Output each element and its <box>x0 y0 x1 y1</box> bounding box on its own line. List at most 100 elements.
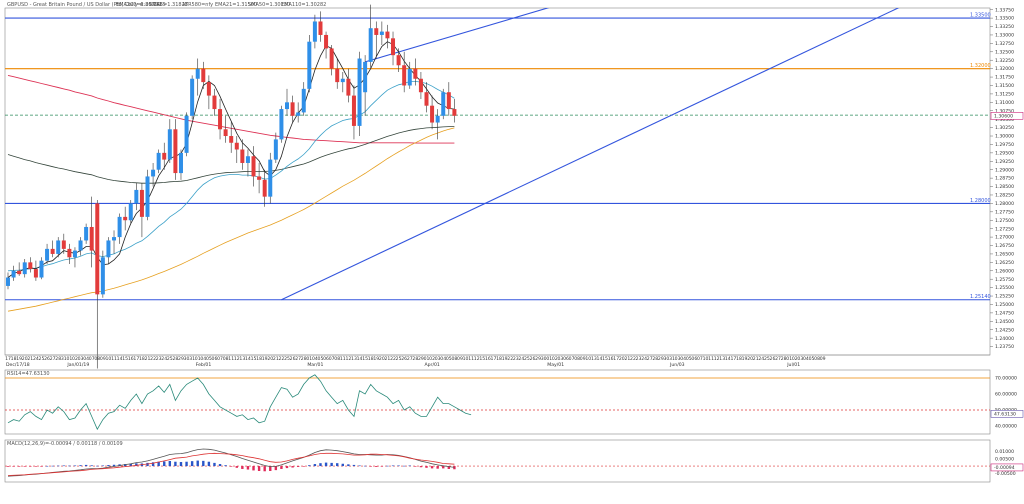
date-tick-label: 23 <box>636 356 642 362</box>
macd-histogram-bar-positive <box>190 461 194 467</box>
horizontal-level-label: 1.28000 <box>970 198 991 204</box>
date-tick-label: 10 <box>463 356 469 362</box>
macd-histogram-bar-positive <box>386 465 389 467</box>
date-tick-label: 29 <box>658 356 664 362</box>
price-y-tick-label: 1.31750 <box>995 75 1014 81</box>
candle-bear <box>201 68 206 83</box>
date-tick-label: 20 <box>379 356 385 362</box>
date-tick-label: 18 <box>256 356 262 362</box>
macd-histogram-bar-positive <box>397 465 400 467</box>
date-tick-label: 01 <box>424 356 430 362</box>
price-y-tick-label: 1.32250 <box>995 58 1014 64</box>
date-tick-label: 15 <box>122 356 128 362</box>
horizontal-level-label: 1.32000 <box>970 63 991 69</box>
price-y-tick-label: 1.26250 <box>995 260 1014 266</box>
date-tick-label: 02 <box>72 356 78 362</box>
date-tick-label: 25 <box>764 356 770 362</box>
macd-histogram-bar-positive <box>79 465 82 467</box>
date-tick-label: 16 <box>485 356 491 362</box>
macd-pane-title: MACD(12,26,9)=-0.00094 / 0.00118 / 0.001… <box>7 441 123 447</box>
candle-bear <box>162 152 167 160</box>
macd-histogram-bar-negative <box>369 466 372 467</box>
macd-histogram-bar-positive <box>324 462 328 467</box>
date-tick-label: 07 <box>89 356 95 362</box>
candle-bull <box>296 112 301 116</box>
rsi-pane[interactable]: RSI14=47.6313070.0000060.0000050.0000040… <box>4 369 1024 435</box>
month-label: Jun/03 <box>669 362 685 368</box>
date-tick-label: 02 <box>792 356 798 362</box>
date-tick-label: 22 <box>630 356 636 362</box>
price-y-tick-label: 1.27000 <box>995 235 1014 241</box>
date-tick-label: 06 <box>563 356 569 362</box>
date-tick-label: 18 <box>496 356 502 362</box>
macd-histogram-bar-negative <box>430 466 434 469</box>
price-y-tick-label: 1.30500 <box>995 117 1014 123</box>
candle-bull <box>307 41 312 89</box>
price-y-tick-label: 1.33750 <box>995 7 1014 13</box>
macd-histogram-bar-negative <box>453 466 456 470</box>
date-axis: 17 18 19 20 21 24 25 26 27 28 31 01 02 03 04 07 08 09 10 11… <box>5 354 990 368</box>
candle-bear <box>95 203 100 295</box>
macd-pane[interactable]: MACD(12,26,9)=-0.00094 / 0.00118 / 0.001… <box>4 439 1024 483</box>
date-tick-label: 21 <box>273 356 279 362</box>
date-tick-label: 28 <box>301 356 307 362</box>
price-y-tick-label: 1.33500 <box>995 16 1014 22</box>
candle-bear <box>234 142 239 150</box>
candle-bear <box>67 248 72 258</box>
candle-bull <box>78 240 83 251</box>
date-tick-label: 17 <box>491 356 497 362</box>
candle-bear <box>33 269 38 278</box>
price-y-tick-label: 1.30000 <box>995 134 1014 140</box>
price-y-tick-label: 1.28500 <box>995 184 1014 190</box>
price-pane-title: GBPUSD - Great Britain Pound / US Dollar… <box>7 2 166 8</box>
date-tick-label: 20 <box>267 356 273 362</box>
date-tick-label: 27 <box>407 356 413 362</box>
date-tick-label: 05 <box>318 356 324 362</box>
price-y-tick-label: 1.25500 <box>995 285 1014 291</box>
candle-bear <box>385 31 390 39</box>
candle-bull <box>100 257 105 295</box>
price-pane[interactable]: GBPUSD - Great Britain Pound / US Dollar… <box>4 0 1024 369</box>
date-tick-label: 12 <box>234 356 240 362</box>
price-y-tick-label: 1.23750 <box>995 344 1014 350</box>
price-y-tick-label: 1.33250 <box>995 24 1014 30</box>
macd-histogram-bar-negative <box>414 466 417 467</box>
date-tick-label: 26 <box>770 356 776 362</box>
price-pane-frame <box>4 7 991 356</box>
price-y-tick-label: 1.27250 <box>995 226 1014 232</box>
candle-bear <box>424 92 429 106</box>
candle-bull <box>11 270 16 278</box>
date-tick-label: 23 <box>513 356 519 362</box>
candle-bull <box>435 115 440 123</box>
candle-bull <box>312 21 317 42</box>
date-tick-label: 04 <box>312 356 318 362</box>
candle-bull <box>441 92 446 116</box>
price-header-ema110: EMA110=1.30282 <box>281 2 326 8</box>
date-tick-label: 02 <box>552 356 558 362</box>
sma50-line <box>7 127 455 312</box>
price-y-tick-label: 1.32750 <box>995 41 1014 47</box>
price-y-tick-label: 1.29250 <box>995 159 1014 165</box>
date-tick-label: 03 <box>435 356 441 362</box>
date-tick-label: 18 <box>11 356 17 362</box>
candle-bear <box>446 92 451 110</box>
macd-histogram-bar-negative <box>12 466 15 467</box>
date-tick-label: 04 <box>83 356 89 362</box>
price-y-tick-label: 1.24500 <box>995 319 1014 325</box>
date-tick-label: 25 <box>39 356 45 362</box>
macd-histogram-bar-negative <box>375 466 378 467</box>
macd-histogram-bar-positive <box>207 461 211 467</box>
date-tick-label: 03 <box>797 356 803 362</box>
date-tick-label: 19 <box>502 356 508 362</box>
date-tick-label: 25 <box>167 356 173 362</box>
candle-bear <box>346 78 351 96</box>
price-y-tick-label: 1.26000 <box>995 268 1014 274</box>
date-tick-label: 09 <box>580 356 586 362</box>
date-tick-label: 04 <box>200 356 206 362</box>
date-tick-label: 07 <box>217 356 223 362</box>
date-tick-label: 26 <box>401 356 407 362</box>
candle-bull <box>184 115 189 153</box>
current-price-tag <box>990 112 1024 120</box>
